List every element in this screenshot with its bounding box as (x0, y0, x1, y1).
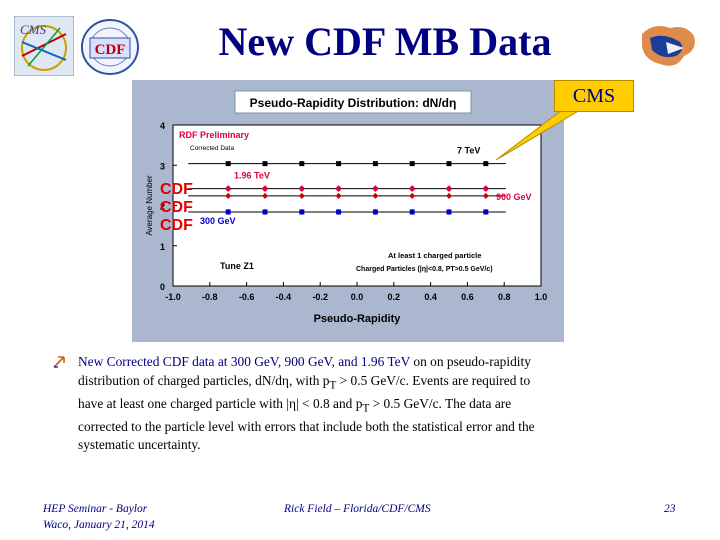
y-tick-label: 3 (160, 161, 165, 171)
footer-left-line1: HEP Seminar - Baylor (43, 503, 148, 515)
y-tick-label: 1 (160, 242, 165, 252)
chart-title-box (234, 90, 472, 114)
data-point (225, 192, 232, 199)
data-point (482, 192, 489, 199)
data-point (409, 161, 415, 167)
annotation-corrected: Corrected Data (190, 145, 234, 152)
arrow-bullet-icon (53, 356, 65, 368)
data-point (336, 209, 342, 215)
data-point (446, 209, 452, 215)
annotation-tune: Tune Z1 (220, 261, 254, 271)
y-tick-label: 2 (160, 202, 165, 212)
bullet-line3-c: > 0.5 GeV/c. The data are (369, 395, 512, 411)
data-point (298, 192, 305, 199)
cms-logo-text: CMS (20, 22, 47, 37)
x-tick-label: 0.0 (351, 292, 364, 302)
series-label: 7 TeV (457, 146, 480, 156)
data-point (446, 192, 452, 199)
annotation-prelim: RDF Preliminary (179, 130, 249, 140)
eta-symbol: η (289, 395, 297, 411)
subscript-t: T (329, 379, 337, 392)
annotation-cut2: Charged Particles (|η|<0.8, PT>0.5 GeV/c… (356, 266, 493, 273)
data-point (262, 161, 268, 167)
data-point (225, 185, 231, 192)
x-tick-label: 0.4 (424, 292, 437, 302)
bullet-line3-b: | < 0.8 and p (296, 395, 363, 411)
data-point (335, 192, 342, 199)
data-point (299, 185, 305, 192)
data-point (336, 185, 342, 192)
data-point (336, 161, 342, 167)
x-tick-label: -1.0 (165, 292, 181, 302)
series-label: 1.96 TeV (234, 171, 270, 181)
cdf-label-1: CDF (160, 181, 193, 198)
page-number: 23 (664, 503, 676, 515)
data-point (446, 185, 452, 192)
footer-left: HEP Seminar - Baylor Waco, January 21, 2… (43, 501, 155, 533)
data-point (409, 185, 415, 192)
eta-symbol: η (281, 372, 289, 388)
footer-center: Rick Field – Florida/CDF/CMS (284, 503, 431, 515)
plot-area (172, 124, 542, 287)
x-tick-label: -0.2 (312, 292, 328, 302)
cms-callout: CMS (554, 80, 634, 112)
data-point (409, 209, 415, 215)
cdf-logo-text: CDF (95, 42, 126, 58)
bullet-line3-a: have at least one charged particle with … (78, 395, 290, 411)
data-point (262, 209, 268, 215)
series-label: 900 GeV (496, 192, 532, 202)
annotation-cut1: At least 1 charged particle (388, 251, 481, 260)
y-tick-label: 4 (160, 121, 165, 131)
data-point (483, 161, 489, 167)
bullet-line4: corrected to the particle level with err… (78, 418, 535, 434)
bullet-paragraph: New Corrected CDF data at 300 GeV, 900 G… (53, 353, 694, 455)
x-tick-label: -0.8 (202, 292, 218, 302)
data-point (225, 209, 231, 215)
x-tick-label: -0.4 (276, 292, 292, 302)
data-point (372, 161, 378, 167)
data-point (299, 161, 305, 167)
chart-title: Pseudo-Rapidity Distribution: dN/dη (250, 96, 457, 110)
bullet-line5: systematic uncertainty. (78, 437, 201, 453)
data-point (483, 185, 489, 192)
data-point (225, 161, 231, 167)
data-point (299, 209, 305, 215)
bullet-lead: New Corrected CDF data at 300 GeV, 900 G… (78, 354, 411, 369)
x-tick-label: 0.6 (461, 292, 474, 302)
slide-title: New CDF MB Data (218, 19, 552, 64)
x-axis-label: Pseudo-Rapidity (314, 313, 402, 325)
y-tick-label: 0 (160, 282, 165, 292)
cdf-label-2: CDF (160, 199, 193, 216)
data-point (262, 192, 268, 199)
bullet-line2-c: > 0.5 GeV/c. Events are required to (336, 372, 531, 388)
cdf-logo: CDF (81, 19, 139, 75)
data-point (372, 185, 378, 192)
cms-logo: CMS (14, 16, 74, 76)
florida-logo (642, 26, 695, 66)
data-point (446, 161, 452, 167)
series-label: 300 GeV (200, 216, 236, 226)
data-point (262, 185, 268, 192)
footer-left-line2: Waco, January 21, 2014 (43, 519, 155, 531)
subscript-t: T (362, 402, 370, 415)
data-point (409, 192, 416, 199)
x-tick-label: 0.2 (388, 292, 401, 302)
cdf-label-3: CDF (160, 217, 193, 234)
data-point (372, 192, 379, 199)
x-tick-label: 1.0 (535, 292, 548, 302)
x-tick-label: 0.8 (498, 292, 511, 302)
y-axis-label: Average Number (145, 175, 154, 236)
x-tick-label: -0.6 (239, 292, 255, 302)
bullet-line2-b: , with p (288, 372, 330, 388)
plot-panel: Pseudo-Rapidity Distribution: dN/dη -1.0… (132, 80, 564, 342)
bullet-line1-rest: on on pseudo-rapidity (410, 354, 531, 369)
data-point (483, 209, 489, 215)
chart: Pseudo-Rapidity Distribution: dN/dη -1.0… (145, 90, 548, 325)
data-point (372, 209, 378, 215)
bullet-line2-a: distribution of charged particles, dN/d (78, 372, 282, 388)
cdf-labels: CDF CDF CDF (160, 181, 193, 235)
